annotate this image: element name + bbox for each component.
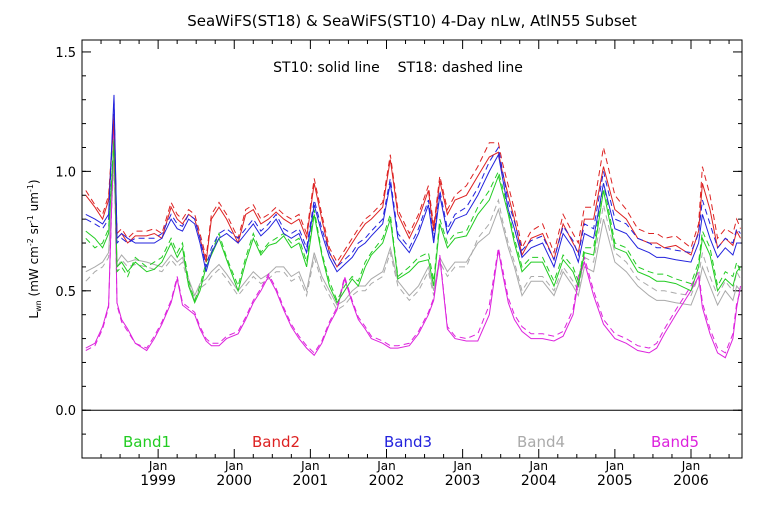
x-tick-year-label: 2006 (673, 473, 709, 489)
x-tick-year-label: 2005 (597, 473, 633, 489)
legend-band3: Band3 (384, 433, 432, 451)
x-tick-month-label: Jan (528, 459, 548, 473)
x-tick-month-label: Jan (224, 459, 244, 473)
series-layer (85, 94, 741, 359)
band3-st10-solid-line (85, 94, 741, 273)
band1-st10-solid-line (85, 142, 741, 305)
plot-area (81, 39, 743, 459)
legend-band2: Band2 (252, 433, 300, 451)
x-tick-year-label: 2002 (369, 473, 405, 489)
y-axis: 0.0 0.5 1.0 1.5 (55, 46, 742, 435)
legend: Band1 Band2 Band3 Band4 Band5 (123, 433, 699, 451)
legend-band1: Band1 (123, 433, 171, 451)
x-tick-year-label: 2000 (216, 473, 252, 489)
y-tick-label: 1.0 (55, 165, 76, 180)
band2-st18-dashed-line (85, 113, 741, 264)
plot-frame (81, 39, 743, 459)
x-tick-year-label: 2004 (521, 473, 557, 489)
x-axis: Jan1999Jan2000Jan2001Jan2002Jan2003Jan20… (81, 40, 730, 489)
y-tick-label: 1.5 (55, 46, 76, 61)
band4-st10-solid-line (85, 159, 741, 307)
y-tick-label: 0.0 (55, 404, 76, 419)
legend-band5: Band5 (651, 433, 699, 451)
x-tick-year-label: 1999 (140, 473, 176, 489)
band4-st18-dashed-line (85, 164, 741, 311)
x-tick-month-label: Jan (300, 459, 320, 473)
band2-st10-solid-line (85, 118, 741, 268)
x-tick-month-label: Jan (148, 459, 168, 473)
y-axis-label: Lwn (mW cm-2 sr-1 um-1) (26, 179, 43, 318)
x-tick-month-label: Jan (452, 459, 472, 473)
chart-title: SeaWiFS(ST18) & SeaWiFS(ST10) 4-Day nLw,… (187, 12, 637, 30)
x-tick-month-label: Jan (605, 459, 625, 473)
line-style-annotation: ST10: solid line ST18: dashed line (273, 60, 523, 76)
x-tick-month-label: Jan (681, 459, 701, 473)
x-tick-year-label: 2001 (293, 473, 329, 489)
band3-st18-dashed-line (85, 99, 741, 268)
legend-band4: Band4 (517, 433, 565, 451)
band1-st18-dashed-line (85, 137, 741, 302)
band5-st10-solid-line (85, 128, 741, 359)
y-tick-label: 0.5 (55, 285, 76, 300)
x-tick-year-label: 2003 (445, 473, 481, 489)
x-tick-month-label: Jan (376, 459, 396, 473)
